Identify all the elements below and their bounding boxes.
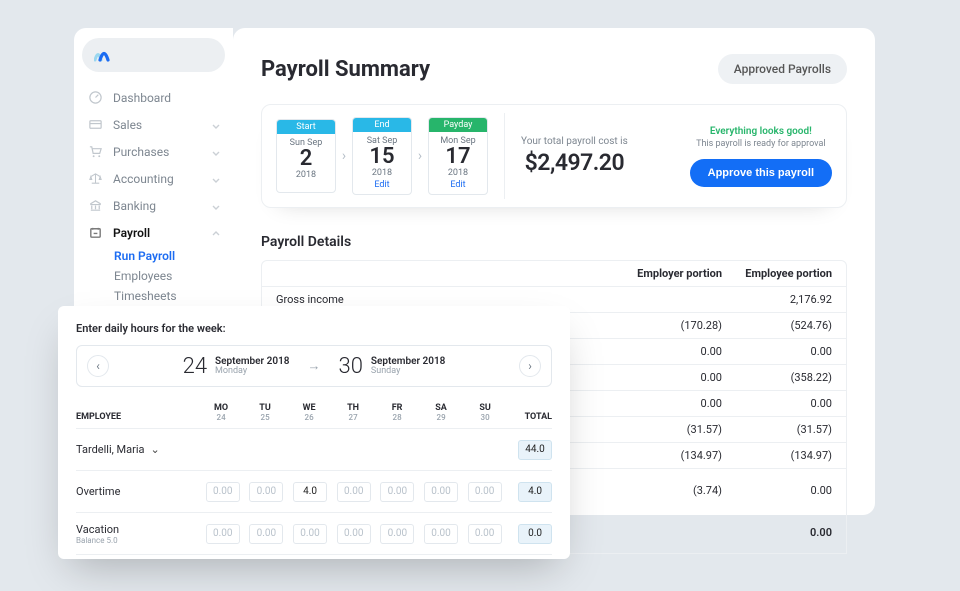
ts-cell[interactable]: 0.00: [380, 524, 414, 544]
ts-total: 4.0: [518, 482, 552, 502]
nav-sales[interactable]: Sales: [74, 111, 233, 138]
subnav-timesheets[interactable]: Timesheets: [114, 286, 233, 306]
arrow-right-icon: →: [308, 358, 321, 374]
ts-cell[interactable]: 0.00: [424, 524, 458, 544]
summary-card: Start Sun Sep 2 2018 › End Sat Sep 15 20…: [261, 104, 847, 208]
timesheet-header: Employee MO24TU25WE26TH27FR28SA29SU30 To…: [76, 403, 552, 429]
chevron-up-icon: [211, 228, 221, 238]
chevron-right-icon: ›: [412, 148, 428, 164]
payday-date-card: Payday Mon Sep 17 2018 Edit: [428, 117, 488, 195]
ts-cell[interactable]: 0.00: [424, 482, 458, 502]
ts-head-sa: SA29: [419, 403, 463, 422]
ts-head-fr: FR28: [375, 403, 419, 422]
ts-total: 44.0: [518, 440, 552, 460]
approve-payroll-button[interactable]: Approve this payroll: [690, 159, 832, 187]
chevron-down-icon: [211, 120, 221, 130]
chevron-down-icon: [211, 174, 221, 184]
nav-payroll[interactable]: Payroll: [74, 219, 233, 246]
payroll-cost-value: $2,497.20: [521, 149, 628, 176]
logo: [82, 38, 225, 72]
ts-cell[interactable]: 0.00: [468, 524, 502, 544]
week-picker: ‹ 24 September 2018 Monday → 30 Septembe…: [76, 345, 552, 387]
ts-cell[interactable]: 0.00: [337, 482, 371, 502]
payday-date-edit[interactable]: Edit: [429, 180, 487, 190]
nav-purchases[interactable]: Purchases: [74, 138, 233, 165]
ts-head-tu: TU25: [243, 403, 287, 422]
nav-banking[interactable]: Banking: [74, 192, 233, 219]
ts-row-vacation: VacationBalance 5.00.000.000.000.000.000…: [76, 513, 552, 555]
chevron-down-icon: [211, 147, 221, 157]
end-date-edit[interactable]: Edit: [353, 180, 411, 190]
ts-total: 0.0: [518, 524, 552, 544]
bank-icon: [88, 198, 103, 213]
ts-row-tardelli-maria: Tardelli, Maria⌄44.0: [76, 429, 552, 471]
ts-cell[interactable]: 0.00: [206, 482, 240, 502]
sidebar: DashboardSalesPurchasesAccountingBanking…: [74, 28, 233, 326]
page-title: Payroll Summary: [261, 57, 430, 82]
ts-cell[interactable]: 0.00: [468, 482, 502, 502]
cost-block: Your total payroll cost is $2,497.20: [521, 136, 628, 176]
ts-head-we: WE26: [287, 403, 331, 422]
details-title: Payroll Details: [261, 234, 847, 250]
start-date-card: Start Sun Sep 2 2018: [276, 119, 336, 193]
subnav-run-payroll[interactable]: Run Payroll: [114, 246, 233, 266]
approve-block: Everything looks good! This payroll is r…: [690, 126, 832, 187]
balance-icon: [88, 171, 103, 186]
nav-accounting[interactable]: Accounting: [74, 165, 233, 192]
week-next-button[interactable]: ›: [519, 355, 541, 377]
ts-head-mo: MO24: [199, 403, 243, 422]
timesheet-card: Enter daily hours for the week: ‹ 24 Sep…: [58, 306, 570, 559]
ts-head-su: SU30: [463, 403, 507, 422]
nav-dashboard[interactable]: Dashboard: [74, 84, 233, 111]
approved-payrolls-button[interactable]: Approved Payrolls: [718, 54, 847, 84]
week-prev-button[interactable]: ‹: [87, 355, 109, 377]
cart-icon: [88, 144, 103, 159]
ts-cell[interactable]: 0.00: [293, 524, 327, 544]
card-icon: [88, 117, 103, 132]
ts-row-overtime: Overtime0.000.004.00.000.000.000.004.0: [76, 471, 552, 513]
subnav-employees[interactable]: Employees: [114, 266, 233, 286]
payroll-icon: [88, 225, 103, 240]
ts-cell[interactable]: 0.00: [337, 524, 371, 544]
ts-cell[interactable]: 0.00: [249, 482, 283, 502]
ts-cell[interactable]: 0.00: [206, 524, 240, 544]
ts-cell[interactable]: 0.00: [380, 482, 414, 502]
end-date-card: End Sat Sep 15 2018 Edit: [352, 117, 412, 195]
dashboard-icon: [88, 90, 103, 105]
date-cards: Start Sun Sep 2 2018 › End Sat Sep 15 20…: [276, 117, 488, 195]
chevron-right-icon: ›: [336, 148, 352, 164]
ts-head-th: TH27: [331, 403, 375, 422]
ts-cell[interactable]: 4.0: [293, 482, 327, 502]
ts-cell[interactable]: 0.00: [249, 524, 283, 544]
chevron-down-icon[interactable]: ⌄: [151, 443, 160, 456]
chevron-down-icon: [211, 201, 221, 211]
